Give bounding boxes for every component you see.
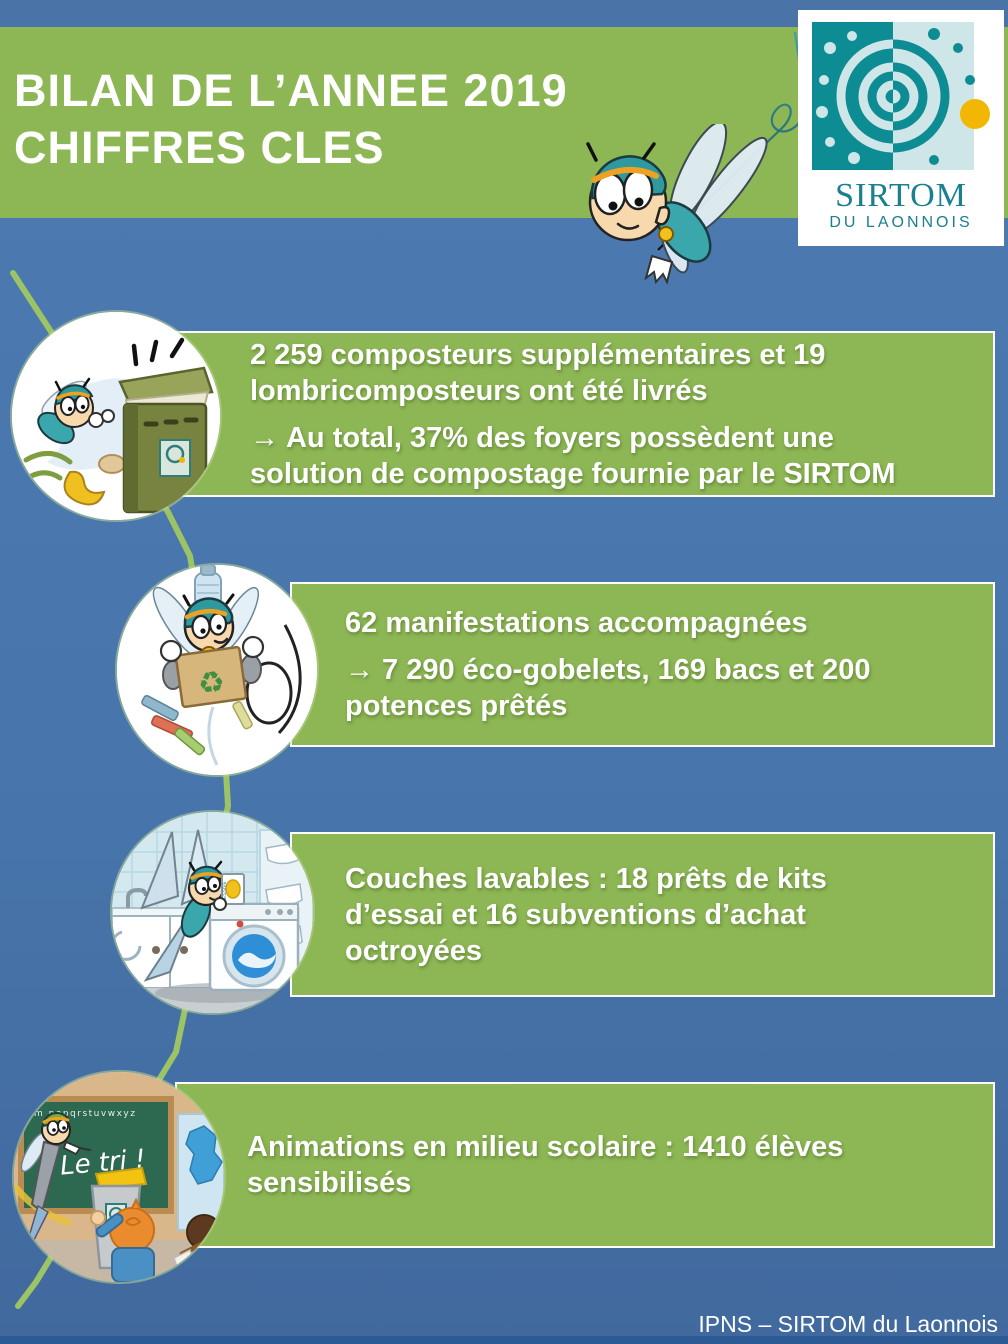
logo-subtitle: DU LAONNOIS xyxy=(829,214,973,231)
footer-credit: IPNS – SIRTOM du Laonnois xyxy=(698,1311,998,1337)
section-banner-composteurs: 2 259 composteurs supplémentaires et 19 … xyxy=(175,331,995,497)
svg-text:♻: ♻ xyxy=(196,664,228,702)
logo-yellow-dot xyxy=(960,99,990,129)
section-text: 2 259 composteurs supplémentaires et 19 … xyxy=(250,338,826,407)
title-line-2: CHIFFRES CLES xyxy=(14,122,385,173)
logo-name: SIRTOM xyxy=(835,177,967,214)
section-image-couches-lavables: LESSIVE xyxy=(112,812,313,1013)
sirtom-logo-icon xyxy=(812,22,990,170)
title-line-1: BILAN DE L’ANNEE 2019 xyxy=(14,65,568,116)
section-text: Couches lavables : 18 prêts de kits d’es… xyxy=(345,862,827,967)
section-text: Animations en milieu scolaire : 1410 élè… xyxy=(247,1131,844,1199)
section-text: → 7 290 éco-gobelets, 169 bacs et 200 po… xyxy=(345,654,871,722)
section-banner-couches-lavables: Couches lavables : 18 prêts de kits d’es… xyxy=(290,832,995,997)
section-image-classroom: lm nopqrstuvwxyz Le tri ! xyxy=(14,1072,224,1282)
section-image-manifestations: ♻ xyxy=(117,565,317,775)
dragonfly-mascot xyxy=(586,124,768,285)
section-banner-manifestations: 62 manifestations accompagnées → 7 290 é… xyxy=(290,582,995,747)
washing-machine xyxy=(208,902,300,992)
section-image-composteur xyxy=(12,312,220,520)
page-title: BILAN DE L’ANNEE 2019 CHIFFRES CLES xyxy=(14,62,568,176)
section-text: 62 manifestations accompagnées xyxy=(345,607,808,639)
section-banner-animations-scolaires: Animations en milieu scolaire : 1410 élè… xyxy=(175,1082,995,1248)
bottom-border-strip xyxy=(0,1336,1008,1344)
sirtom-logo-card: SIRTOM DU LAONNOIS xyxy=(798,10,1004,246)
section-text: → Au total, 37% des foyers possèdent une… xyxy=(250,421,896,490)
